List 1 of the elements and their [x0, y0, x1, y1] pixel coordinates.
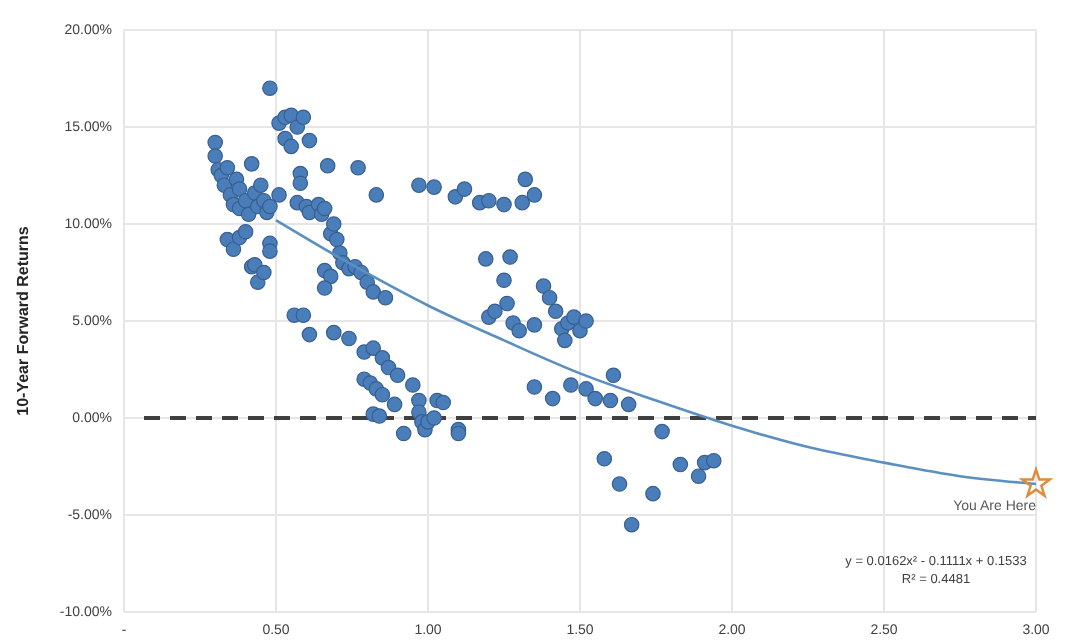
y-axis-title: 10-Year Forward Returns	[14, 225, 32, 416]
